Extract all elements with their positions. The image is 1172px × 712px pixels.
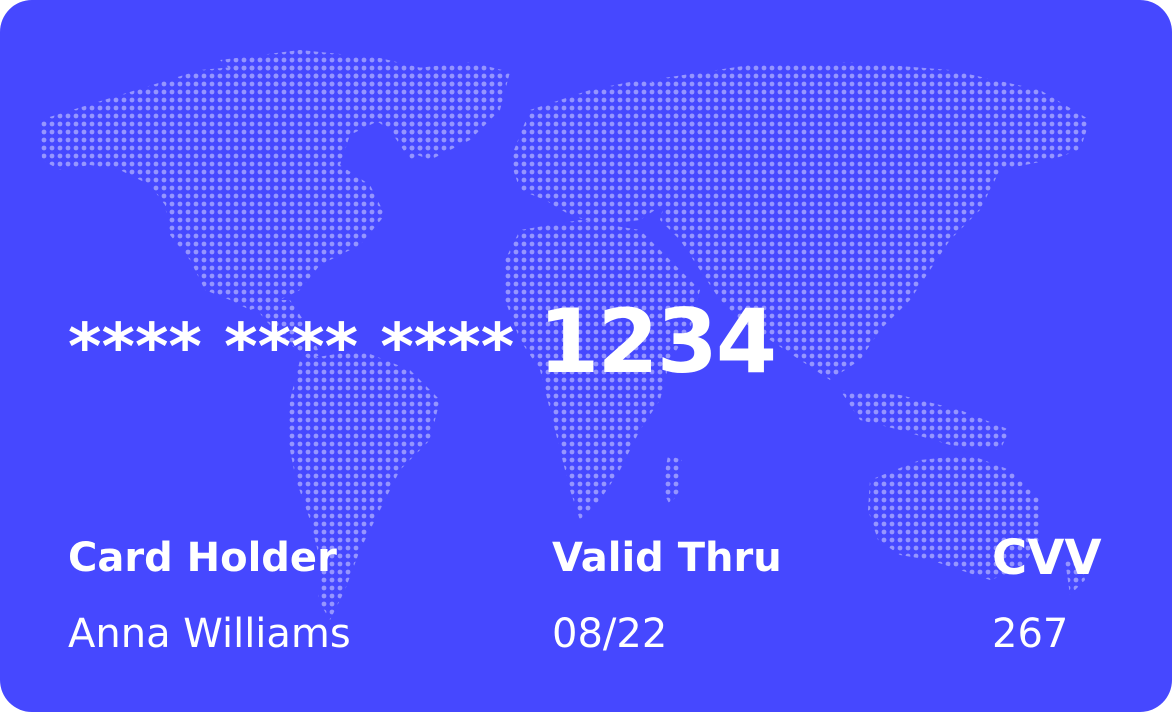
valid-thru-label: Valid Thru (552, 535, 782, 581)
new-zealand-shape (1065, 555, 1085, 595)
card-number-last4: 1234 (538, 290, 777, 393)
asia-shape (650, 62, 1090, 380)
card-holder-value: Anna Williams (68, 611, 351, 657)
card-number-mask: **** **** **** (68, 311, 515, 385)
north-america-shape (40, 62, 400, 310)
valid-thru-field: Valid Thru 08/22 (552, 530, 782, 662)
southeast-asia-shape (840, 390, 1010, 450)
cvv-field: CVV 267 (992, 530, 1102, 662)
africa-shape (505, 220, 700, 520)
madagascar-shape (662, 455, 682, 505)
cvv-value: 267 (992, 611, 1069, 657)
card-holder-field: Card Holder Anna Williams (68, 530, 351, 662)
cvv-label: CVV (992, 530, 1102, 586)
card-holder-label: Card Holder (68, 535, 337, 581)
greenland-shape (395, 62, 510, 160)
europe-shape (510, 80, 700, 225)
south-america-shape (288, 350, 440, 620)
valid-thru-value: 08/22 (552, 611, 668, 657)
australia-shape (868, 455, 1040, 580)
card-number: **** **** **** 1234 (68, 290, 777, 393)
central-america-shape (250, 300, 320, 360)
